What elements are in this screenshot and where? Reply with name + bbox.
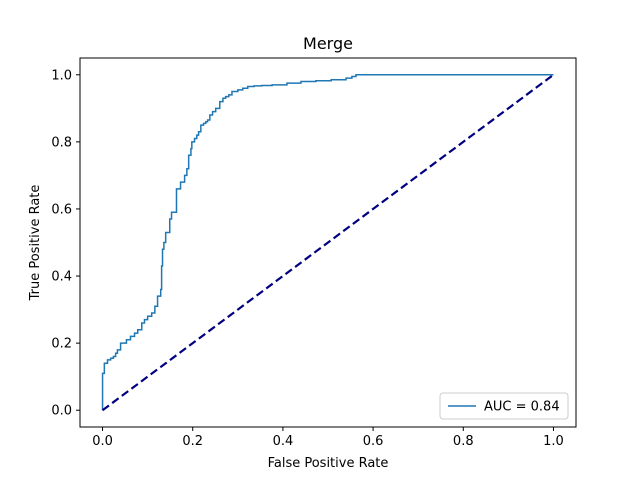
plot-area xyxy=(101,73,555,412)
x-tick-label: 0.0 xyxy=(92,434,113,449)
y-tick-label: 1.0 xyxy=(51,68,72,83)
chance-diagonal-line xyxy=(101,73,555,412)
x-tick-label: 0.2 xyxy=(182,434,203,449)
roc-curve-line xyxy=(101,74,554,411)
x-tick-label: 1.0 xyxy=(543,434,564,449)
y-tick-label: 0.2 xyxy=(51,337,72,352)
y-tick-label: 0.0 xyxy=(51,404,72,419)
ticks: 0.0 0.2 0.4 0.6 0.8 1.0 0.0 0.2 0.4 0.6 0.8 1.0 xyxy=(51,68,563,449)
y-tick-label: 0.8 xyxy=(51,135,72,150)
legend-box xyxy=(439,392,569,420)
x-tick-label: 0.6 xyxy=(363,434,384,449)
y-axis-label: True Positive Rate xyxy=(28,185,43,302)
y-tick-label: 0.6 xyxy=(51,202,72,217)
legend-label: AUC = 0.84 xyxy=(484,400,560,415)
x-axis-label: False Positive Rate xyxy=(268,456,389,471)
legend: AUC = 0.84 xyxy=(439,392,569,420)
x-tick-label: 0.8 xyxy=(453,434,474,449)
axes-frame xyxy=(79,57,577,428)
x-tick-label: 0.4 xyxy=(273,434,294,449)
chart-title: Merge xyxy=(303,34,353,53)
y-tick-label: 0.4 xyxy=(51,270,72,285)
